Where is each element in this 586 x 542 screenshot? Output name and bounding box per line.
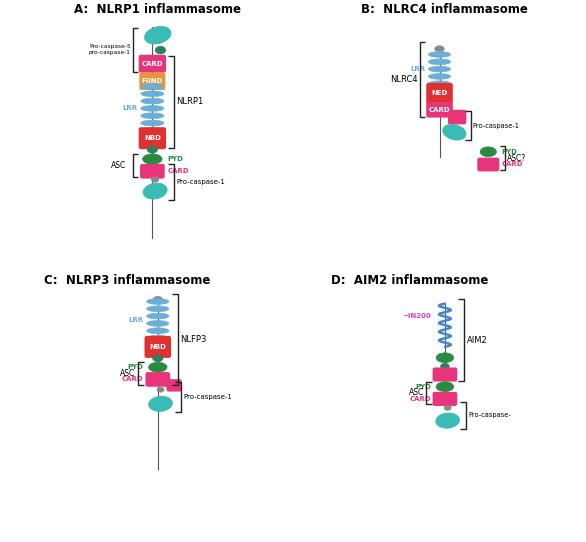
Text: ~IN200: ~IN200 <box>403 313 431 319</box>
FancyBboxPatch shape <box>166 379 182 391</box>
Ellipse shape <box>152 355 163 362</box>
Text: NLFP3: NLFP3 <box>180 335 206 344</box>
Ellipse shape <box>142 154 162 164</box>
Text: Pro-caspase-1: Pro-caspase-1 <box>176 179 225 185</box>
Ellipse shape <box>146 321 169 326</box>
Text: LRR: LRR <box>128 317 144 323</box>
Ellipse shape <box>149 396 172 411</box>
Text: PYD: PYD <box>415 384 431 390</box>
Ellipse shape <box>428 81 451 87</box>
Text: LRR: LRR <box>122 105 138 112</box>
Text: CARD: CARD <box>167 168 189 175</box>
Ellipse shape <box>442 124 466 140</box>
Ellipse shape <box>141 113 164 119</box>
FancyBboxPatch shape <box>139 55 166 73</box>
Ellipse shape <box>141 91 164 96</box>
Text: CARD: CARD <box>122 376 144 383</box>
Text: B:  NLRC4 inflammasome: B: NLRC4 inflammasome <box>362 3 529 16</box>
Text: D:  AIM2 inflammasome: D: AIM2 inflammasome <box>331 274 489 287</box>
Ellipse shape <box>141 83 164 89</box>
Ellipse shape <box>141 98 164 104</box>
Text: Pro-caspase-: Pro-caspase- <box>468 412 511 418</box>
FancyBboxPatch shape <box>426 102 453 118</box>
Text: ASC?: ASC? <box>507 154 526 163</box>
Text: CARD: CARD <box>409 396 431 402</box>
Text: NBD: NBD <box>144 135 161 141</box>
Text: PYD: PYD <box>501 149 517 155</box>
Text: CARD: CARD <box>142 61 163 67</box>
Text: Pro-caspase-1: Pro-caspase-1 <box>472 122 519 129</box>
Ellipse shape <box>441 363 449 370</box>
FancyBboxPatch shape <box>145 336 171 358</box>
Text: LRR: LRR <box>410 66 425 72</box>
Ellipse shape <box>480 147 496 157</box>
FancyBboxPatch shape <box>139 127 166 149</box>
Ellipse shape <box>146 299 169 305</box>
Ellipse shape <box>428 59 451 64</box>
Text: CARD: CARD <box>429 107 450 113</box>
Text: FIIND: FIIND <box>142 78 163 85</box>
Ellipse shape <box>149 362 167 372</box>
Text: A:  NLRP1 inflammasome: A: NLRP1 inflammasome <box>74 3 241 16</box>
Ellipse shape <box>145 27 171 44</box>
Text: Pro-caspase-5
pro-caspase-1: Pro-caspase-5 pro-caspase-1 <box>89 44 131 55</box>
FancyBboxPatch shape <box>140 164 165 179</box>
Text: CARD: CARD <box>501 162 523 167</box>
Ellipse shape <box>141 106 164 111</box>
Ellipse shape <box>146 328 169 333</box>
Text: NBD: NBD <box>149 344 166 350</box>
Text: C:  NLRP3 inflammasome: C: NLRP3 inflammasome <box>44 274 210 287</box>
Ellipse shape <box>428 74 451 79</box>
Ellipse shape <box>157 387 164 392</box>
Ellipse shape <box>143 183 167 199</box>
Ellipse shape <box>444 405 451 410</box>
Ellipse shape <box>146 335 169 341</box>
Text: NED: NED <box>431 91 448 96</box>
Ellipse shape <box>153 296 162 302</box>
FancyBboxPatch shape <box>426 83 453 104</box>
FancyBboxPatch shape <box>432 367 457 382</box>
Ellipse shape <box>146 306 169 312</box>
Text: PYD: PYD <box>128 364 144 370</box>
Ellipse shape <box>436 413 459 428</box>
FancyBboxPatch shape <box>145 372 170 387</box>
FancyBboxPatch shape <box>139 73 165 90</box>
FancyBboxPatch shape <box>432 392 457 406</box>
Ellipse shape <box>155 47 166 54</box>
Ellipse shape <box>435 46 444 51</box>
Text: NLRP1: NLRP1 <box>176 97 203 106</box>
Ellipse shape <box>141 127 164 133</box>
Ellipse shape <box>151 177 159 182</box>
Text: AIM2: AIM2 <box>466 335 488 345</box>
Ellipse shape <box>146 313 169 319</box>
Text: PYD: PYD <box>167 156 183 162</box>
Text: ASC: ASC <box>111 161 127 170</box>
Text: ASC: ASC <box>120 369 135 378</box>
Ellipse shape <box>147 146 158 153</box>
Text: NLRC4: NLRC4 <box>390 75 417 84</box>
FancyBboxPatch shape <box>478 158 499 171</box>
Ellipse shape <box>436 382 454 391</box>
Ellipse shape <box>428 51 451 57</box>
Ellipse shape <box>436 353 454 363</box>
Ellipse shape <box>141 120 164 126</box>
FancyBboxPatch shape <box>448 109 466 125</box>
Text: ASC: ASC <box>408 389 424 397</box>
Ellipse shape <box>428 66 451 72</box>
Text: Pro-caspase-1: Pro-caspase-1 <box>183 394 233 401</box>
